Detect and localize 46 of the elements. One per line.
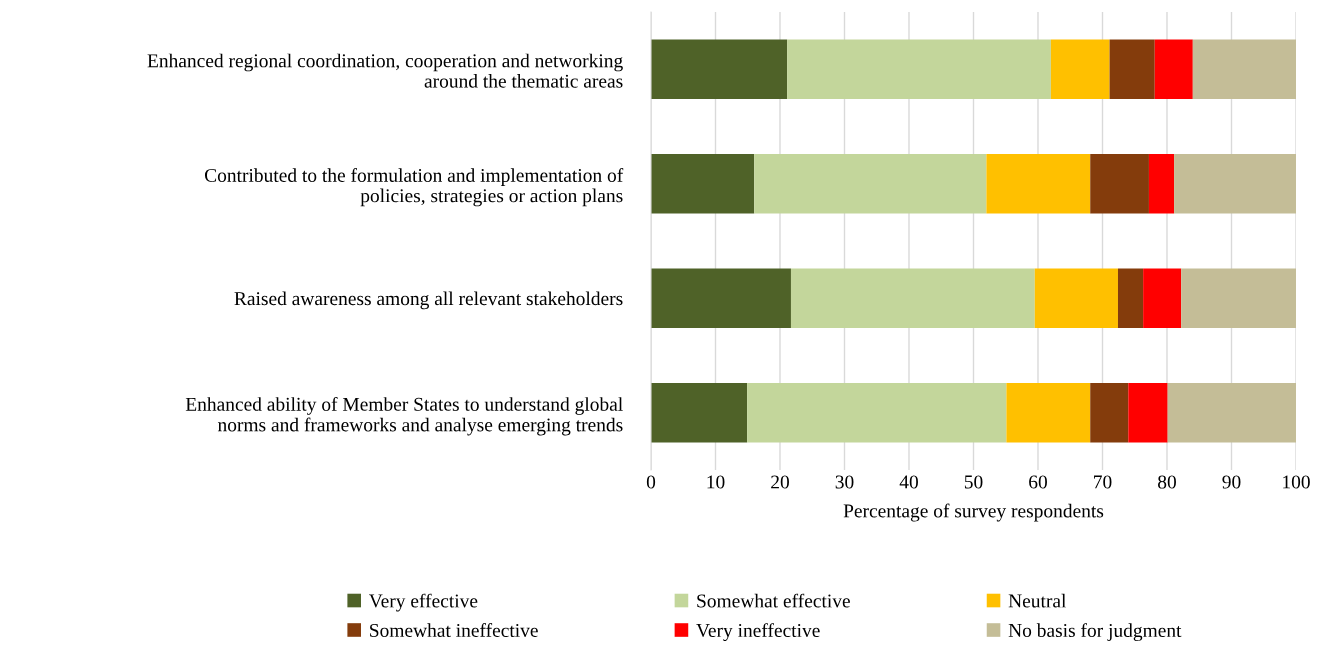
bar xyxy=(787,39,1051,100)
bar xyxy=(754,153,987,214)
bar xyxy=(1090,382,1129,443)
bar xyxy=(790,268,1035,329)
bar xyxy=(986,153,1091,214)
x-tick-label: 30 xyxy=(835,475,854,489)
bar xyxy=(1006,382,1091,443)
bar xyxy=(651,268,791,329)
x-tick-label: 100 xyxy=(1283,475,1310,489)
y-tick-label: Raised awareness among all relevant stakeholders xyxy=(234,291,623,310)
legend-label: Very effective xyxy=(369,593,478,612)
y-tick-label: Contributed to the formulation and implementation of policies, strategies or action plans xyxy=(204,168,624,207)
legend-label: Somewhat ineffective xyxy=(370,623,538,637)
bar xyxy=(1192,39,1296,100)
x-tick-label: 80 xyxy=(1158,475,1176,489)
bar xyxy=(1128,382,1168,443)
bar xyxy=(1181,268,1296,329)
x-tick-label: 40 xyxy=(899,475,918,489)
x-tick-label: 90 xyxy=(1222,475,1241,489)
bar xyxy=(1034,268,1118,329)
bar xyxy=(1109,39,1155,100)
bar xyxy=(747,382,1007,443)
legend-label: Somewhat effective xyxy=(697,593,850,608)
bar xyxy=(1050,39,1110,100)
legend-label: Very ineffective xyxy=(696,623,820,642)
legend-label: No basis for judgment xyxy=(1008,623,1182,642)
bar xyxy=(1143,268,1182,329)
bar xyxy=(1167,382,1296,443)
x-tick-label: 60 xyxy=(1029,475,1047,489)
x-tick-label: 50 xyxy=(964,475,983,489)
bar xyxy=(1117,268,1144,329)
x-tick-label: 0 xyxy=(646,475,656,489)
bar xyxy=(1154,39,1193,100)
x-tick-label: 20 xyxy=(771,475,789,489)
bar xyxy=(1148,153,1175,214)
legend-label: Neutral xyxy=(1008,593,1067,608)
y-tick-label: Enhanced regional coordination, cooperation and networking around the thematic areas xyxy=(147,53,623,88)
bar xyxy=(651,39,788,100)
bar xyxy=(1090,153,1149,214)
x-axis-title: Percentage of survey respondents xyxy=(843,503,1104,522)
bar xyxy=(1174,153,1296,214)
bar xyxy=(651,382,748,443)
x-tick-label: 10 xyxy=(707,475,725,489)
y-tick-label: Enhanced ability of Member States to understand global norms and frameworks and analyse emerging trends xyxy=(185,396,623,436)
bar xyxy=(651,153,755,214)
x-tick-label: 70 xyxy=(1094,475,1112,489)
